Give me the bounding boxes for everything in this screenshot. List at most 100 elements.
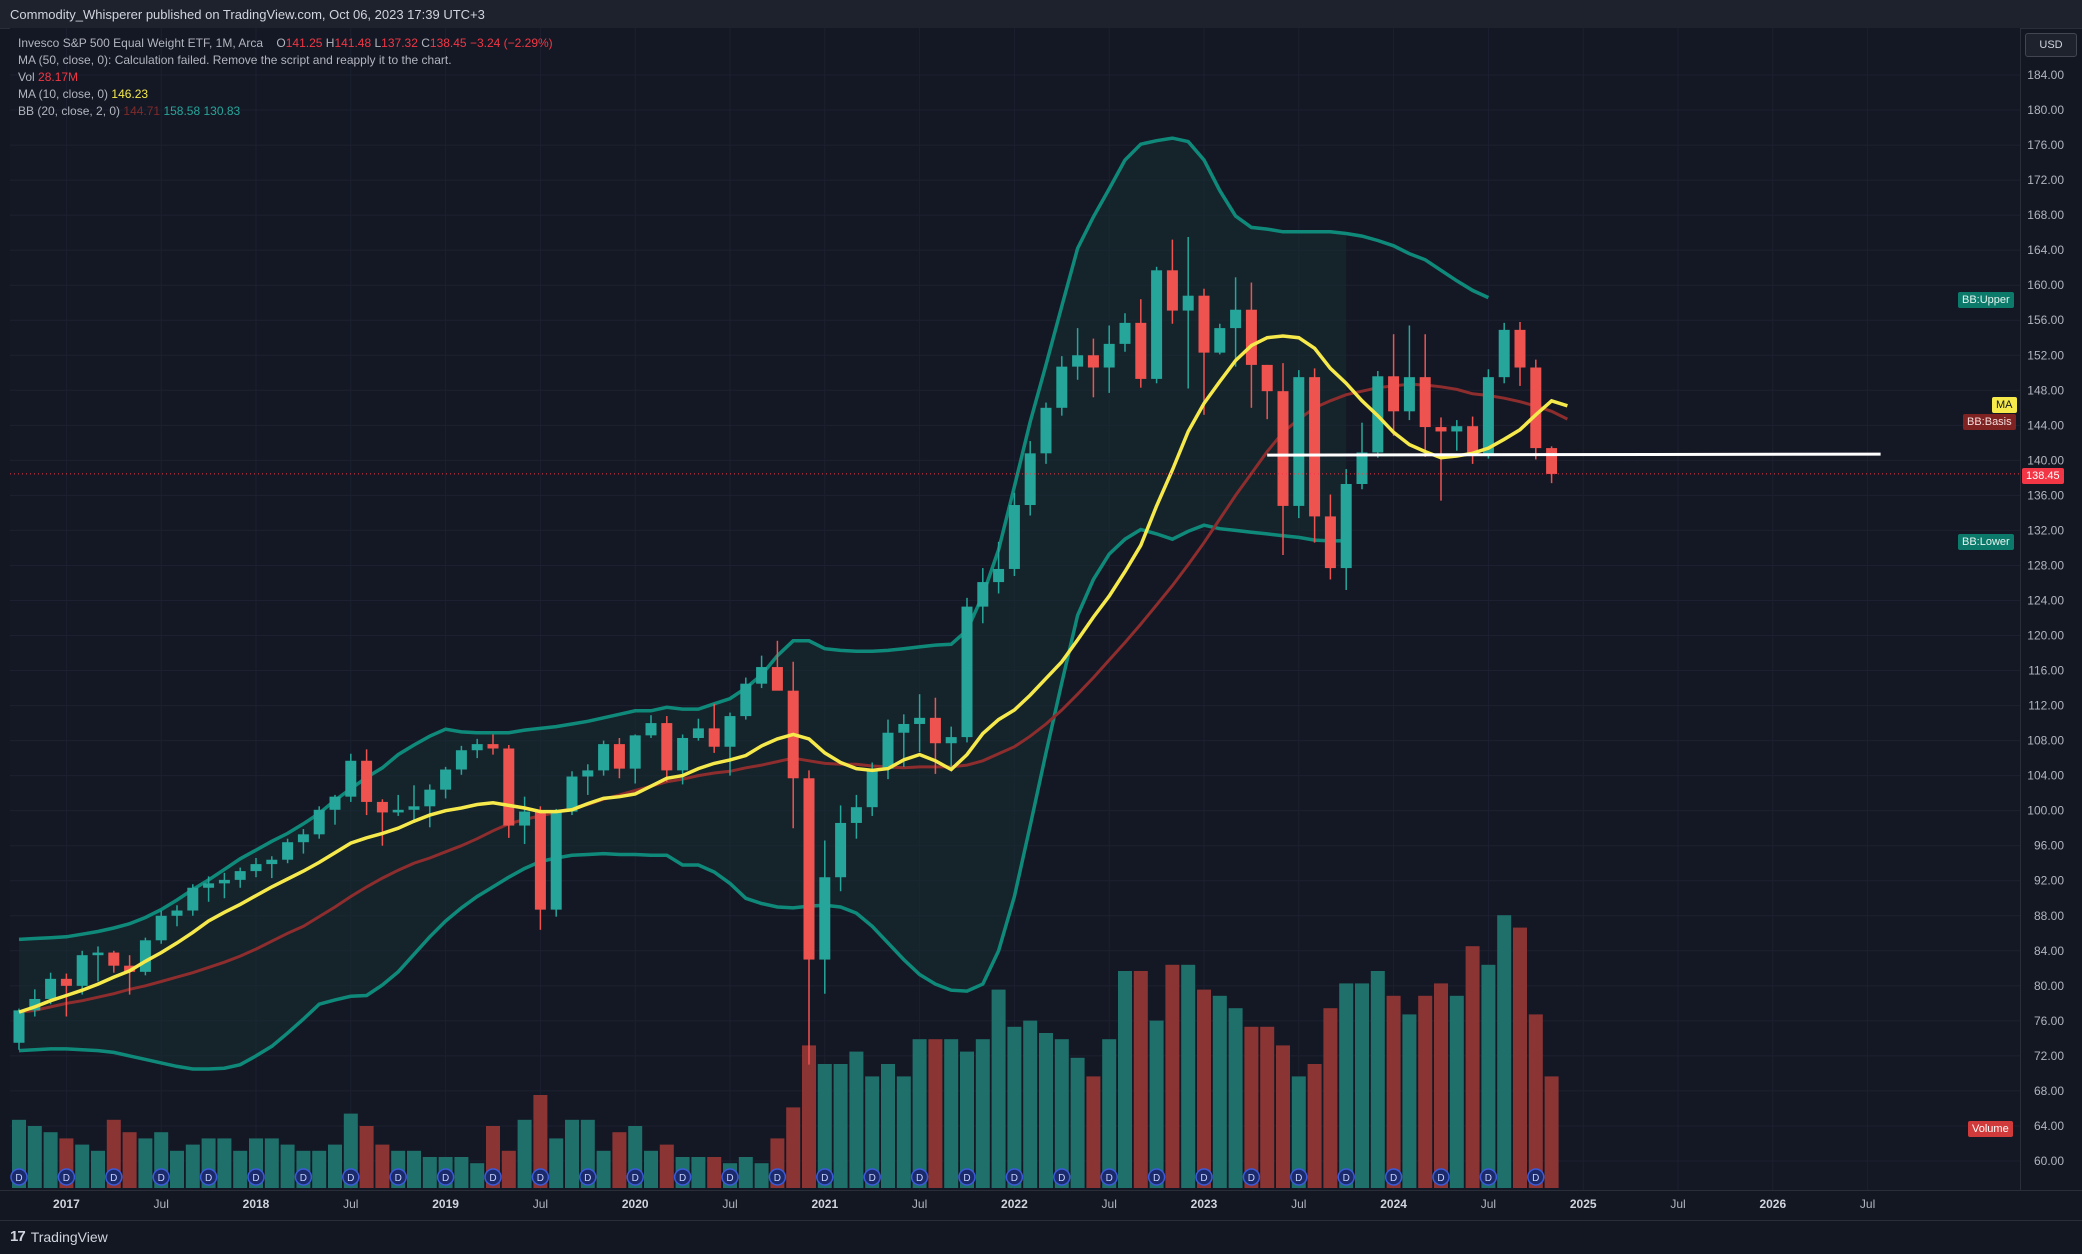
time-tick-label: 2019 xyxy=(432,1197,459,1211)
currency-button[interactable]: USD xyxy=(2025,33,2077,57)
dividend-letter: D xyxy=(584,1173,591,1184)
candle-body xyxy=(898,723,910,733)
volume-bar xyxy=(233,1150,248,1188)
legend-volume-row[interactable]: Vol 28.17M xyxy=(18,69,553,86)
volume-bar xyxy=(1513,927,1527,1188)
time-tick-label: Jul xyxy=(1860,1197,1875,1211)
volume-bar xyxy=(833,1064,848,1188)
open-label: O xyxy=(276,36,286,50)
dividend-letter: D xyxy=(489,1173,496,1184)
candle-body xyxy=(708,728,720,747)
candle-body xyxy=(1198,295,1210,353)
time-tick-label: Jul xyxy=(1291,1197,1306,1211)
volume-bar xyxy=(280,1144,295,1188)
dividend-letter: D xyxy=(15,1173,22,1184)
dividend-letter: D xyxy=(1532,1173,1539,1184)
support-line xyxy=(1267,452,1881,457)
candle-body xyxy=(1498,329,1510,378)
tv-logo-icon: 17 xyxy=(10,1228,26,1245)
candle-body xyxy=(45,978,57,999)
volume-bar xyxy=(1023,1020,1038,1188)
volume-bar xyxy=(786,1107,801,1188)
candle-body xyxy=(724,716,736,747)
volume-bar xyxy=(1481,964,1496,1188)
volume-bar xyxy=(264,1138,279,1188)
volume-bar xyxy=(27,1126,42,1188)
dividend-letter: D xyxy=(1106,1173,1113,1184)
dividend-icon xyxy=(1337,1168,1355,1186)
price-tick-label: 72.00 xyxy=(2034,1049,2064,1063)
candle-body xyxy=(677,737,689,771)
candle-body xyxy=(1467,426,1479,456)
dividend-icon xyxy=(768,1168,787,1186)
candle-body xyxy=(1103,343,1115,368)
price-tick-label: 140.00 xyxy=(2027,453,2064,467)
price-tick-label: 184.00 xyxy=(2027,68,2064,82)
dividend-letter: D xyxy=(110,1173,117,1184)
dividend-letter: D xyxy=(632,1173,639,1184)
volume-bar xyxy=(1165,964,1180,1188)
dividend-icon xyxy=(57,1168,76,1186)
volume-bar xyxy=(1418,995,1433,1188)
ma10-line xyxy=(18,334,1568,1014)
dividend-icon xyxy=(910,1168,929,1186)
dividend-letter: D xyxy=(821,1173,828,1184)
low-value: 137.32 xyxy=(381,36,418,50)
volume-bar xyxy=(707,1157,722,1188)
candle-body xyxy=(487,744,499,749)
legend-ma10-row[interactable]: MA (10, close, 0) 146.23 xyxy=(18,86,553,103)
volume-bar xyxy=(1323,1008,1338,1188)
volume-bar xyxy=(849,1051,864,1188)
volume-bar xyxy=(1434,983,1448,1188)
candle-body xyxy=(1182,295,1194,311)
dividend-icon xyxy=(484,1168,502,1186)
volume-bar xyxy=(817,1064,832,1188)
time-tick-label: 2026 xyxy=(1759,1197,1786,1211)
price-tick-label: 104.00 xyxy=(2027,769,2064,783)
price-tick-label: 168.00 xyxy=(2027,208,2064,222)
candle-body xyxy=(550,811,562,910)
candle-body xyxy=(1324,516,1336,569)
price-tick-label: 92.00 xyxy=(2034,874,2064,888)
price-tick-label: 176.00 xyxy=(2027,138,2064,152)
candle-body xyxy=(1261,364,1273,392)
symbol-name: Invesco S&P 500 Equal Weight ETF, 1M, Ar… xyxy=(18,36,264,50)
volume-bar xyxy=(170,1150,184,1188)
candle-body xyxy=(1293,377,1305,506)
volume-bar xyxy=(549,1138,564,1188)
candle-body xyxy=(1056,366,1068,408)
dividend-icon xyxy=(10,1168,28,1186)
time-axis[interactable] xyxy=(0,1190,2082,1221)
price-tick-label: 120.00 xyxy=(2027,629,2064,643)
volume-bar xyxy=(928,1039,943,1188)
close-value: 138.45 xyxy=(429,36,467,50)
candle-body xyxy=(835,822,847,878)
legend-ma50-row[interactable]: MA (50, close, 0): Calculation failed. R… xyxy=(18,52,553,69)
price-tick-label: 152.00 xyxy=(2027,348,2064,362)
tv-logo-text: TradingView xyxy=(30,1228,108,1245)
dividend-letter: D xyxy=(869,1173,876,1184)
volume-bar xyxy=(691,1157,706,1188)
volume-bar xyxy=(375,1144,390,1188)
price-tick-label: 172.00 xyxy=(2027,173,2064,187)
dividend-icon xyxy=(1432,1168,1450,1186)
volume-bar xyxy=(1054,1039,1069,1188)
vol-label: Vol xyxy=(18,70,35,84)
last-price-tag: 138.45 xyxy=(2022,468,2064,484)
legend-symbol-row[interactable]: Invesco S&P 500 Equal Weight ETF, 1M, Ar… xyxy=(18,35,553,52)
dividend-icon xyxy=(1384,1168,1403,1186)
volume-bar xyxy=(1181,964,1196,1188)
dividend-icon xyxy=(294,1168,313,1186)
volume-bar xyxy=(407,1150,421,1188)
price-axis[interactable] xyxy=(2020,28,2082,1190)
ma50-text: MA (50, close, 0): Calculation failed. R… xyxy=(18,53,452,67)
volume-bar xyxy=(1544,1076,1559,1188)
tradingview-logo[interactable]: 17 TradingView xyxy=(10,1228,108,1245)
time-tick-label: 2023 xyxy=(1191,1197,1218,1211)
legend-bb-row[interactable]: BB (20, close, 2, 0) 144.71 158.58 130.8… xyxy=(18,103,553,120)
dividend-icon xyxy=(1242,1168,1261,1186)
price-tick-label: 64.00 xyxy=(2034,1119,2064,1133)
dividend-letter: D xyxy=(537,1173,544,1184)
price-tick-label: 132.00 xyxy=(2027,523,2064,537)
